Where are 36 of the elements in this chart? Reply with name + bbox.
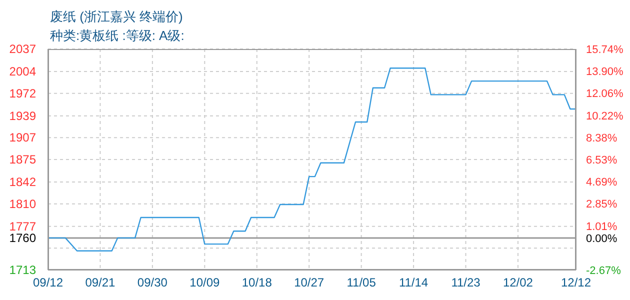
y-tick-label: 1810	[9, 196, 36, 211]
y2-tick-label: 4.69%	[586, 176, 618, 189]
y2-tick-label: 15.74%	[586, 44, 624, 56]
y2-tick-label: 0.00%	[586, 232, 618, 245]
y2-tick-label: 12.06%	[586, 88, 624, 100]
y2-tick-label: 2.85%	[586, 198, 618, 211]
y2-tick-label: 13.90%	[586, 66, 624, 78]
y2-tick-label: 8.38%	[586, 132, 618, 144]
y-tick-label: 1713	[9, 263, 36, 277]
chart-subtitle: 种类:黄板纸 :等级: A级:	[50, 27, 184, 45]
x-tick-label: 12/12	[560, 276, 592, 290]
x-tick-label: 11/14	[398, 276, 428, 290]
x-tick-label: 12/02	[502, 276, 534, 290]
y2-tick-label: -2.67%	[586, 265, 622, 277]
x-tick-label: 11/23	[451, 276, 481, 290]
y-tick-label: 1972	[9, 86, 36, 100]
y-tick-label: 1907	[9, 130, 36, 145]
chart-title: 废纸 (浙江嘉兴 终端价)	[50, 8, 183, 26]
x-tick-label: 10/09	[190, 276, 220, 290]
x-tick-label: 11/05	[346, 276, 376, 290]
line-series	[48, 68, 576, 252]
y-tick-label: 2004	[9, 64, 36, 79]
y-tick-label: 1842	[9, 175, 36, 190]
x-tick-label: 09/30	[137, 276, 168, 290]
y-tick-label: 1875	[9, 152, 36, 166]
y2-tick-label: 6.53%	[586, 154, 618, 167]
x-tick-label: 09/21	[85, 276, 116, 290]
x-tick-label: 10/18	[242, 276, 272, 290]
y-tick-label: 2037	[9, 42, 36, 56]
y2-tick-label: 1.01%	[586, 220, 618, 233]
y-tick-label: 1760	[9, 230, 36, 245]
y-tick-label: 1939	[9, 108, 36, 123]
y2-tick-label: 10.22%	[586, 110, 624, 122]
y-tick-label: 1777	[9, 219, 36, 234]
x-tick-label: 10/27	[294, 276, 324, 290]
x-tick-label: 09/12	[32, 276, 64, 290]
